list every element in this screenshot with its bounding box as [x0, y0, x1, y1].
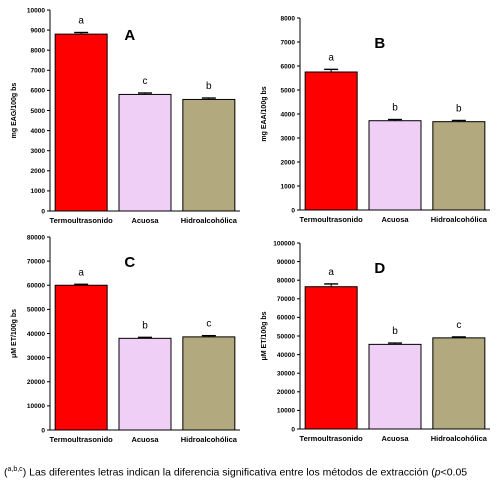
y-tick-label: 5000: [281, 87, 296, 94]
y-tick-label: 80000: [277, 278, 295, 285]
x-tick-label-0: Termoultrasonido: [300, 215, 364, 224]
significance-letter-2: b: [206, 81, 212, 92]
x-tick-label-1: Acuosa: [131, 435, 159, 444]
y-tick-label: 60000: [277, 315, 295, 322]
bar-1: [368, 343, 422, 430]
y-tick-label: 3000: [31, 148, 46, 155]
y-tick-label: 70000: [27, 258, 45, 265]
y-tick-label: 10000: [277, 408, 295, 415]
y-tick-label: 40000: [277, 352, 295, 359]
y-tick-label: 7000: [31, 68, 46, 75]
x-tick-label-1: Acuosa: [131, 216, 159, 225]
y-tick-label: 80000: [27, 234, 45, 241]
y-tick-label: 8000: [31, 48, 46, 55]
y-tick-label: 3000: [281, 135, 296, 142]
y-tick-label: 1000: [31, 188, 46, 195]
significance-letter-2: c: [456, 320, 461, 331]
x-tick-label-2: Hidroalcohólica: [181, 216, 238, 225]
y-tick-label: 50000: [27, 307, 45, 314]
footnote-p-symbol: p: [434, 466, 441, 479]
y-axis-title: μM ET/100g bs: [261, 311, 268, 360]
chart-panel-a: 0 1000 2000 3000 4000 5000 6000 7000 8000 9000 100…: [11, 7, 240, 225]
y-tick-label: 0: [291, 207, 295, 214]
panel-label: C: [124, 254, 135, 271]
y-tick-label: 60000: [27, 283, 45, 290]
y-tick-label: 10000: [27, 403, 45, 410]
y-tick-label: 0: [41, 427, 45, 434]
bar-0: [304, 286, 358, 430]
x-tick-label-1: Acuosa: [381, 434, 409, 443]
y-tick-label: 0: [41, 208, 45, 215]
significance-letter-1: b: [392, 103, 398, 114]
y-tick-label: 30000: [277, 371, 295, 378]
significance-letter-0: a: [78, 267, 84, 278]
y-tick-label: 100000: [273, 240, 295, 247]
significance-letter-0: a: [328, 267, 334, 278]
bar-2: [182, 98, 236, 212]
x-tick-label-0: Termoultrasonido: [300, 434, 364, 443]
significance-letter-1: c: [143, 76, 148, 87]
y-tick-label: 2000: [281, 159, 296, 166]
x-tick-label-2: Hidroalcohólica: [431, 215, 488, 224]
footnote-superscript: a,b,c: [7, 466, 23, 473]
y-tick-label: 20000: [277, 389, 295, 396]
x-tick-label-2: Hidroalcohólica: [431, 434, 488, 443]
chart-panel-d: 0 10000 20000 30000 40000 50000 60000 70000 8000…: [261, 240, 490, 443]
footnote-tail: <0.05: [440, 466, 468, 479]
significance-letter-2: c: [206, 319, 211, 330]
y-tick-label: 40000: [27, 331, 45, 338]
y-tick-label: 9000: [31, 27, 46, 34]
y-tick-label: 1000: [281, 183, 296, 190]
bar-0: [54, 33, 108, 212]
y-tick-label: 4000: [31, 128, 46, 135]
y-tick-label: 70000: [277, 296, 295, 303]
bar-2: [432, 337, 486, 430]
y-axis-title: μM ET/100g bs: [11, 309, 18, 358]
y-tick-label: 4000: [281, 111, 296, 118]
y-tick-label: 10000: [27, 7, 45, 14]
y-tick-label: 2000: [31, 168, 46, 175]
chart-panel-b: 0 1000 2000 3000 4000 5000 6000 7000 8000 mg EAA/…: [261, 15, 490, 224]
x-tick-label-0: Termoultrasonido: [50, 435, 114, 444]
bar-0: [304, 71, 358, 211]
y-axis-title: mg EAG/100g bs: [11, 83, 18, 139]
bar-2: [432, 121, 486, 211]
bar-1: [118, 93, 172, 212]
y-axis-title: mg EAA/100g bs: [261, 86, 268, 141]
significance-letter-2: b: [456, 103, 462, 114]
y-tick-label: 6000: [281, 63, 296, 70]
y-tick-label: 7000: [281, 39, 296, 46]
y-tick-label: 5000: [31, 108, 46, 115]
panel-label: B: [374, 35, 385, 52]
figure-panels: 0 1000 2000 3000 4000 5000 6000 7000 8000 9000 100…: [11, 7, 490, 444]
y-tick-label: 30000: [27, 355, 45, 362]
footnote-close-paren: ): [22, 466, 27, 479]
footnote-text: Las diferentes letras indican la diferen…: [26, 466, 435, 479]
footnote-open-paren: (: [4, 466, 8, 479]
significance-letter-0: a: [78, 16, 84, 27]
significance-letter-0: a: [328, 52, 334, 63]
footnote: (a,b,c) Las diferentes letras indican la…: [4, 463, 500, 480]
y-tick-label: 50000: [277, 333, 295, 340]
x-tick-label-0: Termoultrasonido: [50, 216, 114, 225]
y-tick-label: 8000: [281, 15, 296, 22]
panel-label: A: [124, 27, 135, 44]
y-tick-label: 90000: [277, 259, 295, 266]
significance-letter-1: b: [392, 326, 398, 337]
x-tick-label-1: Acuosa: [381, 215, 409, 224]
x-tick-label-2: Hidroalcohólica: [181, 435, 238, 444]
bar-2: [182, 336, 236, 431]
panel-label: D: [374, 260, 385, 277]
significance-letter-1: b: [142, 320, 148, 331]
bar-1: [118, 337, 172, 431]
bar-1: [368, 120, 422, 211]
y-tick-label: 0: [291, 426, 295, 433]
y-tick-label: 6000: [31, 88, 46, 95]
bar-0: [54, 284, 108, 431]
chart-panel-c: 0 10000 20000 30000 40000 50000 60000 70000 8000…: [11, 234, 240, 444]
y-tick-label: 20000: [27, 379, 45, 386]
